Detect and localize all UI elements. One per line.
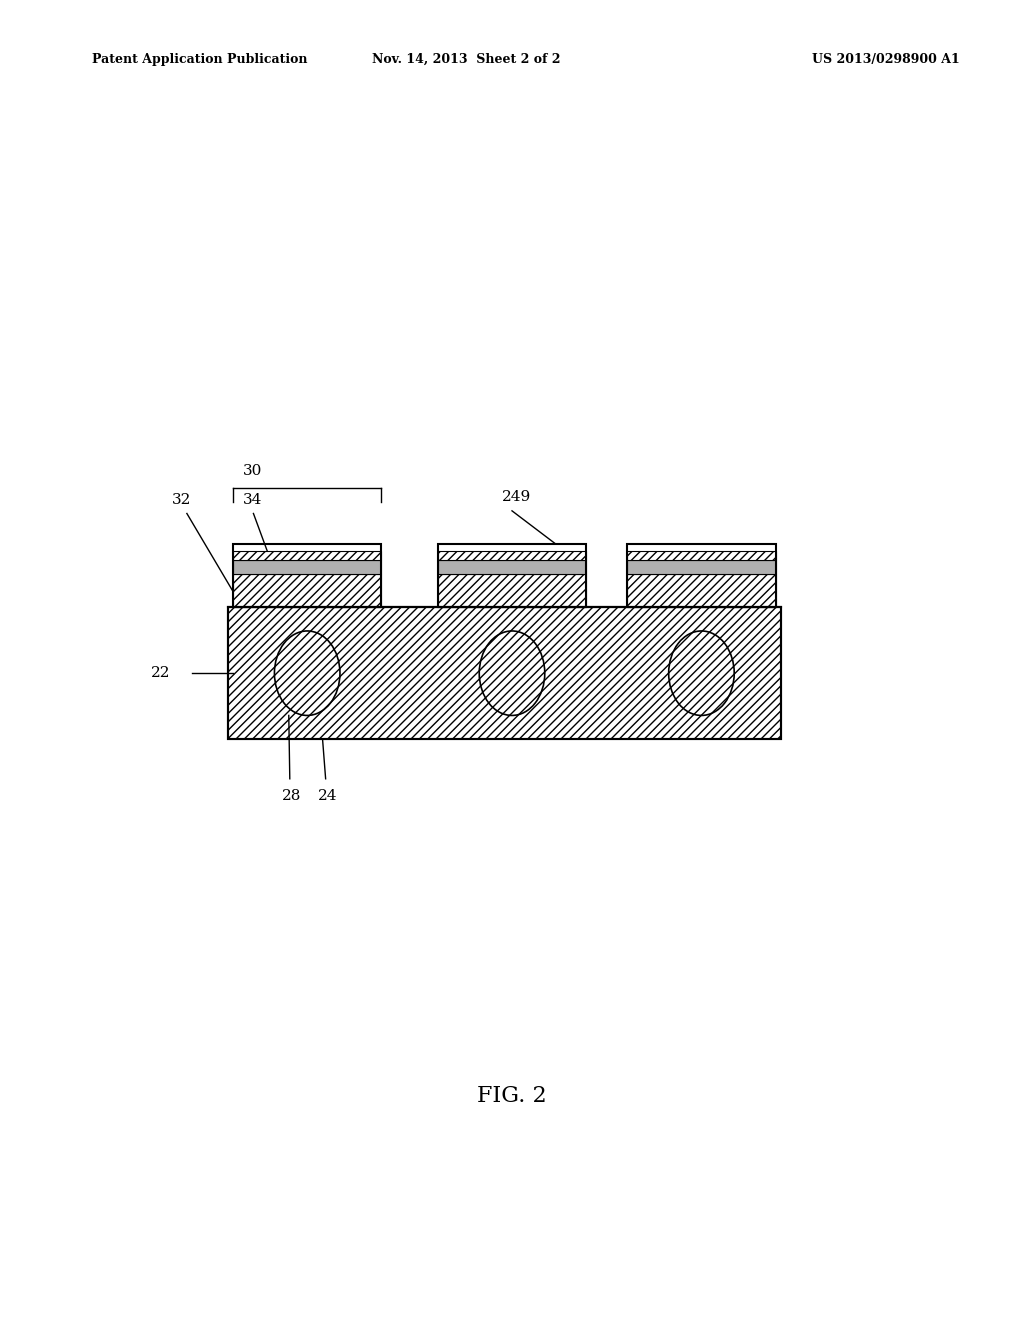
Text: 249: 249 [502,490,531,504]
Bar [227,607,780,739]
Text: 22: 22 [151,667,171,680]
Text: 32: 32 [171,492,190,507]
Bar [232,552,381,560]
Bar [227,607,780,739]
Bar [627,574,776,607]
Circle shape [479,631,545,715]
Text: 30: 30 [244,463,262,478]
Bar [232,560,381,574]
Text: 34: 34 [244,492,262,507]
Text: FIG. 2: FIG. 2 [477,1085,547,1106]
Bar [438,552,586,560]
Bar [438,544,586,607]
Text: US 2013/0298900 A1: US 2013/0298900 A1 [812,53,959,66]
Bar [232,544,381,607]
Bar [627,544,776,607]
Circle shape [669,631,734,715]
Bar [627,560,776,574]
Bar [438,574,586,607]
Bar [438,560,586,574]
Bar [627,552,776,560]
Text: Nov. 14, 2013  Sheet 2 of 2: Nov. 14, 2013 Sheet 2 of 2 [372,53,560,66]
Text: Patent Application Publication: Patent Application Publication [92,53,307,66]
Text: 24: 24 [317,789,337,804]
Text: 28: 28 [282,789,301,804]
Bar [232,574,381,607]
Circle shape [274,631,340,715]
